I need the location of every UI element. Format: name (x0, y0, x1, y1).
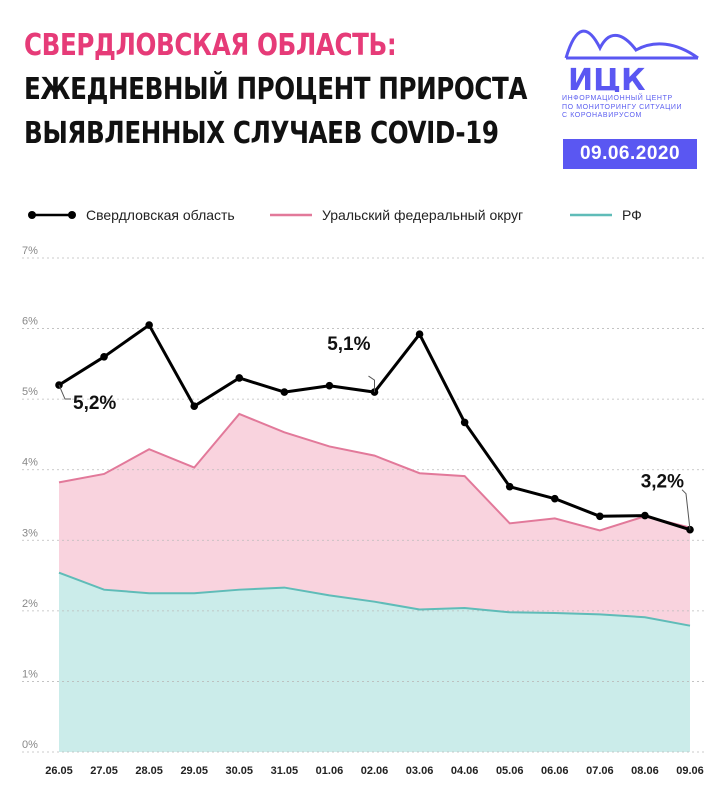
annotation-leader (681, 489, 691, 530)
point-sverdlovsk-07.06 (596, 512, 604, 521)
legend-line-teal-icon (568, 205, 614, 225)
annotation-label: 5,2% (73, 393, 116, 414)
x-tick-label: 31.05 (271, 765, 299, 777)
annotation-label: 3,2% (641, 472, 684, 493)
legend-label-urfo: Уральский федеральный округ (322, 207, 524, 223)
point-sverdlovsk-01.06 (325, 381, 334, 390)
title-line-3: ВЫЯВЛЕННЫХ СЛУЧАЕВ COVID-19 (24, 116, 499, 151)
x-tick-label: 03.06 (406, 765, 434, 777)
line-urfo (58, 412, 691, 532)
logo-caption-line-1: ИНФОРМАЦИОННЫЙ ЦЕНТР (562, 95, 673, 102)
point-sverdlovsk-28.05 (145, 321, 153, 329)
x-tick-label: 07.06 (586, 765, 614, 777)
annotation-leader (58, 384, 71, 400)
x-tick-label: 30.05 (226, 765, 254, 777)
itsk-logo: ИЦК (564, 29, 699, 92)
chart-title: СВЕРДЛОВСКАЯ ОБЛАСТЬ: ЕЖЕДНЕВНЫЙ ПРОЦЕНТ… (24, 24, 637, 156)
legend-item-sverdlovsk: Свердловская область (26, 205, 235, 225)
x-tick-label: 06.06 (541, 765, 569, 777)
point-sverdlovsk-31.05 (280, 388, 289, 396)
line-rf (58, 571, 691, 627)
y-tick-label: 7% (22, 245, 38, 257)
y-tick-label: 2% (22, 598, 38, 610)
legend-label-rf: РФ (622, 207, 642, 223)
point-sverdlovsk-06.06 (550, 494, 559, 503)
point-sverdlovsk-05.06 (505, 482, 514, 491)
legend-label-sverdlovsk: Свердловская область (86, 207, 235, 223)
legend-line-marker-icon (26, 205, 78, 225)
point-sverdlovsk-29.05 (190, 402, 199, 410)
x-tick-label: 01.06 (316, 765, 344, 777)
x-tick-label: 29.05 (180, 765, 208, 777)
point-sverdlovsk-30.05 (235, 374, 244, 382)
y-tick-label: 1% (22, 668, 38, 680)
y-tick-label: 5% (22, 386, 38, 398)
legend-line-pink-icon (268, 205, 314, 225)
logo-caption-line-3: С КОРОНАВИРУСОМ (562, 112, 642, 119)
y-tick-label: 6% (22, 316, 38, 328)
legend-item-rf: РФ (568, 205, 642, 225)
y-tick-label: 4% (22, 457, 38, 469)
annotation-leader (368, 375, 375, 393)
line-area-chart: 0% 1% 2% 3% 4% 5% 6% 7% 26.05 27.05 28.05 29.05 30.0… (22, 245, 706, 777)
x-tick-label: 08.06 (631, 765, 659, 777)
x-tick-label: 05.06 (496, 765, 524, 777)
title-line-2: ЕЖЕДНЕВНЫЙ ПРОЦЕНТ ПРИРОСТА (24, 72, 528, 107)
x-tick-label: 27.05 (90, 765, 118, 777)
point-sverdlovsk-08.06 (641, 511, 649, 520)
logo-caption-line-2: ПО МОНИТОРИНГУ СИТУАЦИИ (562, 103, 683, 111)
x-tick-label: 09.06 (676, 765, 704, 777)
title-line-1: СВЕРДЛОВСКАЯ ОБЛАСТЬ: (24, 28, 397, 63)
date-badge: 09.06.2020 (563, 139, 697, 169)
y-tick-label: 0% (22, 739, 38, 751)
annotation-label: 5,1% (327, 334, 370, 355)
chart-legend: Свердловская область Уральский федеральн… (0, 205, 724, 225)
x-tick-label: 28.05 (135, 765, 163, 777)
x-tick-label: 02.06 (361, 765, 389, 777)
legend-item-urfo: Уральский федеральный округ (268, 205, 523, 225)
point-sverdlovsk-03.06 (415, 330, 424, 339)
x-tick-label: 26.05 (45, 765, 73, 777)
point-sverdlovsk-27.05 (100, 353, 108, 361)
y-tick-label: 3% (22, 527, 38, 539)
logo-caption: ИНФОРМАЦИОННЫЙ ЦЕНТР ПО МОНИТОРИНГУ СИТУ… (562, 95, 712, 121)
x-tick-label: 04.06 (451, 765, 479, 777)
area-rf (59, 572, 690, 752)
logo-name: ИЦК (568, 63, 646, 92)
point-sverdlovsk-04.06 (460, 418, 469, 427)
